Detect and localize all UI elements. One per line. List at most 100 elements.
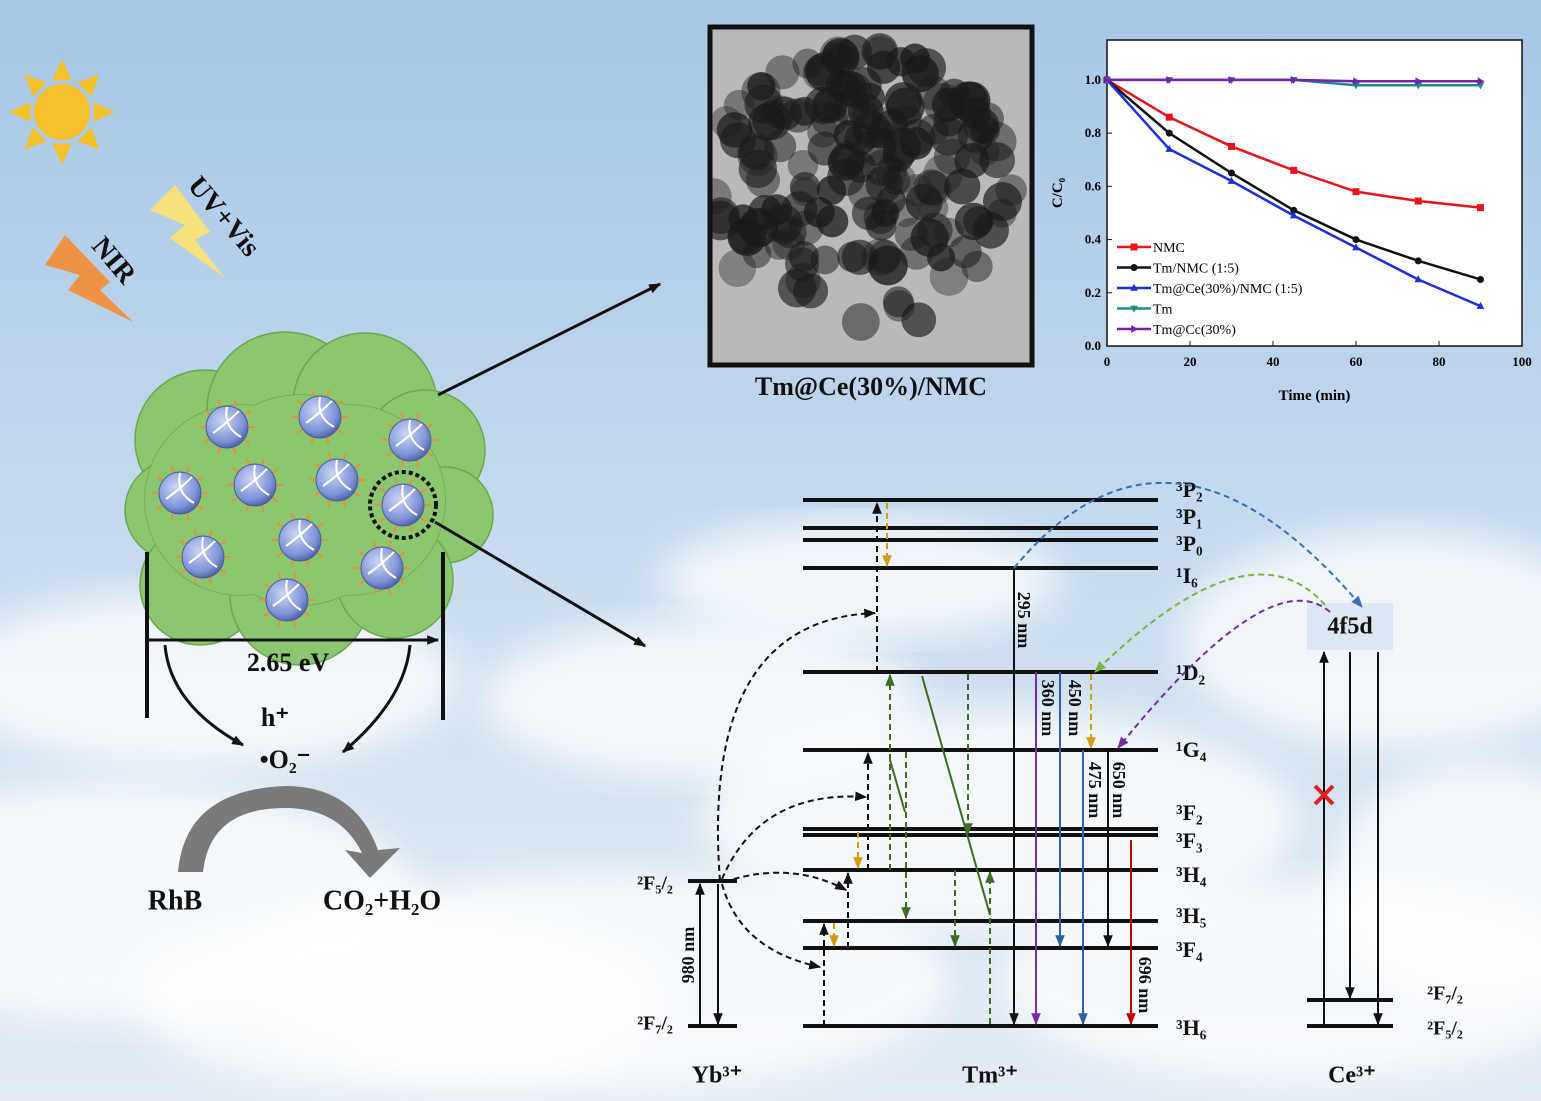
data-point [1290, 166, 1298, 174]
surface-dot [208, 577, 213, 584]
ion-label: Ce³⁺ [1328, 1063, 1376, 1089]
sun-ray [24, 127, 47, 150]
surface-dot [170, 465, 175, 473]
nanoparticle-shell [305, 396, 335, 428]
tem-particle [882, 127, 921, 166]
surface-dot [231, 496, 238, 503]
nanoparticle [315, 458, 359, 502]
surface-dot [306, 513, 310, 520]
ce-level-label: 4f5d [1327, 614, 1373, 640]
data-point [1289, 211, 1298, 219]
energy-transfer-curve [1117, 599, 1331, 749]
nanoparticle [360, 546, 404, 590]
nanoparticle [233, 463, 277, 507]
charge-arrow [163, 644, 245, 747]
surface-dot [317, 523, 324, 529]
surface-dot [290, 560, 295, 567]
surface-dot [415, 460, 420, 467]
cloud [660, 520, 1060, 640]
y-tick-label: 0.6 [1085, 178, 1102, 193]
sun-ray [77, 127, 100, 150]
tem-frame [707, 24, 1035, 368]
data-point [1165, 129, 1173, 137]
tm-level-label: ³H₅ [1176, 903, 1207, 928]
ce-level-label: ²F₅/₂ [1427, 1018, 1463, 1040]
sun [34, 84, 90, 140]
tm-level-label: ³H₄ [1176, 862, 1207, 887]
surface-dot [272, 468, 279, 474]
tem-particle [712, 200, 741, 241]
surface-dot [276, 522, 283, 528]
tm-level-label: ³F₂ [1176, 800, 1203, 825]
data-point [1477, 204, 1484, 212]
tm-level-label: ³F₃ [1176, 828, 1203, 853]
surface-dot [197, 505, 204, 511]
tem-particle [811, 100, 848, 138]
surface-dot [261, 458, 265, 465]
surface-dot [170, 513, 175, 520]
tem-particle [746, 163, 781, 198]
nanoparticle [388, 418, 432, 462]
surface-dot [272, 497, 279, 503]
surface-dot [310, 389, 315, 397]
legend-marker [1130, 243, 1138, 251]
surface-dot [317, 552, 324, 558]
legend-label: NMC [1153, 241, 1185, 256]
surface-dot [420, 517, 427, 523]
tem-particle [718, 249, 757, 287]
tem-particle [868, 239, 902, 274]
sun-ray [93, 102, 115, 122]
surface-dot [427, 423, 434, 429]
tem-particle [954, 202, 993, 241]
data-point [1476, 301, 1485, 309]
wavelength-label: 360 nm [1038, 680, 1058, 737]
nanoparticle [158, 471, 202, 515]
sun-ray [52, 59, 72, 81]
surface-dot [245, 457, 250, 465]
tm-level-label: ¹I₆ [1176, 563, 1198, 588]
surface-dot [409, 478, 413, 485]
data-point [1104, 76, 1112, 84]
data-point [1477, 275, 1484, 283]
x-tick-label: 80 [1433, 354, 1446, 369]
surface-dot [179, 539, 186, 545]
legend-label: Tm@Ce(30%)/NMC (1:5) [1153, 282, 1303, 297]
surface-dot [277, 572, 282, 580]
tem-particle [885, 163, 916, 195]
tem-particle [762, 95, 796, 129]
nanoparticle-shell [322, 459, 352, 491]
energy-transfer-curve [1094, 573, 1326, 673]
tem-particle [958, 97, 991, 130]
surface-dot [400, 412, 405, 420]
tem-particle [790, 177, 820, 207]
legend-label: Tm [1153, 303, 1173, 318]
data-point [1228, 169, 1235, 177]
tem-particle [922, 82, 963, 123]
tem-particle [929, 257, 969, 296]
nanoparticle [381, 483, 425, 527]
data-point [1414, 197, 1422, 205]
legend-marker [1130, 264, 1138, 271]
tem-particle [777, 268, 817, 308]
reaction-arrow [178, 786, 400, 878]
surface-dot [217, 447, 222, 454]
nanoparticle [298, 395, 342, 439]
surface-dot [220, 569, 227, 575]
pointer-arrow [434, 520, 647, 648]
tem-particle [901, 55, 939, 93]
surface-dot [244, 439, 251, 445]
surface-dot [245, 505, 250, 512]
hole-label: h⁺ [261, 703, 289, 732]
pointer-arrow [437, 282, 662, 397]
surface-dot [393, 477, 398, 485]
tem-particle [837, 34, 872, 70]
x-tick-label: 60 [1350, 354, 1363, 369]
surface-dot [388, 541, 392, 548]
surface-dot [290, 512, 295, 520]
sun-ray [9, 102, 31, 122]
surface-dot [217, 399, 222, 407]
energy-transfer-curve [1013, 481, 1363, 608]
nanoparticle-shell [395, 419, 425, 451]
tem-particle [882, 286, 914, 318]
legend-marker [1131, 325, 1139, 333]
